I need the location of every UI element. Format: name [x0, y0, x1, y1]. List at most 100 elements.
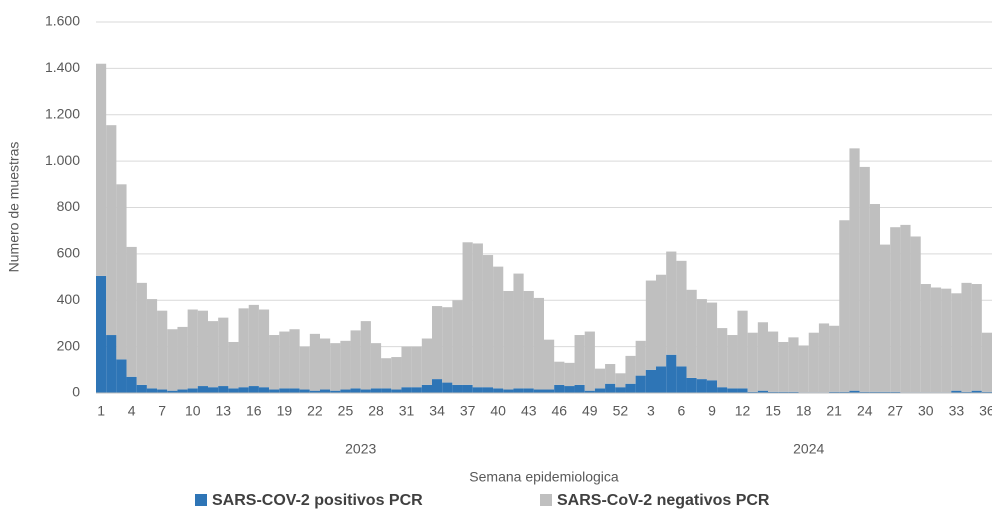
bar-segment: [635, 340, 646, 376]
y-tick-label: 1.600: [45, 13, 80, 29]
bar-segment: [482, 387, 494, 393]
bar-segment: [544, 339, 555, 390]
x-group-label: 2024: [793, 441, 824, 457]
bar-segment: [167, 390, 178, 393]
y-tick-label: 1.000: [45, 152, 80, 168]
x-tick-label: 1: [97, 403, 105, 419]
bar-segment: [157, 389, 168, 393]
bar-segment: [126, 376, 137, 393]
bar-segment: [208, 387, 219, 393]
bar-segment: [340, 340, 351, 390]
bar-segment: [533, 297, 544, 390]
bar-segment: [859, 391, 870, 393]
bar-segment: [717, 387, 728, 393]
bar-segment: [126, 246, 137, 377]
x-tick-label: 24: [857, 403, 873, 419]
bar-segment: [106, 125, 117, 336]
bar-segment: [696, 299, 707, 380]
x-tick-label: 16: [246, 403, 262, 419]
bar-segment: [574, 335, 585, 385]
x-tick-label: 19: [277, 403, 293, 419]
bar-segment: [269, 389, 280, 393]
bar-segment: [360, 321, 371, 390]
bar-segment: [737, 388, 748, 393]
bar-segment: [503, 290, 514, 390]
bar-segment: [238, 387, 249, 393]
bar-segment: [839, 220, 850, 392]
y-tick-label: 1.200: [45, 105, 80, 121]
x-tick-label: 28: [368, 403, 384, 419]
bar-segment: [564, 386, 575, 393]
bar-segment: [96, 63, 107, 276]
bar-segment: [411, 346, 422, 388]
bar-segment: [279, 331, 290, 389]
bar-segment: [136, 384, 147, 393]
bar-segment: [778, 391, 789, 393]
x-tick-label: 15: [765, 403, 781, 419]
bar-segment: [238, 308, 249, 388]
x-tick-label: 9: [708, 403, 716, 419]
bar-segment: [625, 355, 636, 384]
bar-segment: [615, 373, 626, 388]
x-group-label: 2023: [345, 441, 376, 457]
bar-segment: [717, 328, 728, 388]
bar-segment: [360, 389, 371, 393]
x-tick-label: 10: [185, 403, 201, 419]
bar-segment: [696, 379, 707, 393]
bar-segment: [951, 293, 962, 391]
bar-segment: [981, 391, 992, 393]
bar-segment: [482, 255, 494, 388]
bar-segment: [401, 346, 412, 388]
bar-segment: [839, 391, 850, 393]
bar-segment: [136, 282, 147, 385]
bar-segment: [849, 390, 860, 393]
x-tick-label: 25: [338, 403, 354, 419]
bar-segment: [258, 387, 270, 393]
bar-segment: [187, 309, 198, 389]
bar-segment: [309, 390, 320, 393]
bar-segment: [757, 390, 768, 393]
y-tick-label: 0: [72, 384, 80, 400]
bar-segment: [747, 391, 758, 393]
bar-segment: [320, 389, 331, 393]
y-tick-label: 400: [57, 291, 81, 307]
legend-text: SARS-COV-2 positivos PCR: [212, 492, 423, 509]
bar-segment: [228, 388, 239, 393]
bar-segment: [594, 388, 606, 393]
bar-segment: [289, 388, 300, 393]
bar-segment: [981, 332, 992, 392]
x-axis-title: Semana epidemiologica: [469, 469, 619, 485]
bar-segment: [370, 388, 382, 393]
bar-segment: [523, 388, 534, 393]
x-tick-label: 46: [551, 403, 567, 419]
bar-segment: [778, 341, 789, 392]
bar-segment: [421, 384, 432, 393]
x-tick-label: 12: [735, 403, 751, 419]
bar-segment: [432, 379, 443, 393]
bar-segment: [177, 389, 188, 393]
bar-segment: [116, 359, 127, 393]
bar-segment: [625, 383, 636, 393]
bar-segment: [829, 325, 840, 392]
bar-segment: [666, 251, 677, 355]
bar-segment: [513, 273, 524, 389]
bar-segment: [645, 369, 656, 393]
bar-segment: [146, 388, 158, 393]
bar-segment: [564, 362, 575, 387]
bar-segment: [615, 387, 626, 393]
x-tick-label: 33: [949, 403, 965, 419]
bar-segment: [309, 333, 320, 391]
bar-segment: [218, 386, 229, 393]
bar-segment: [320, 338, 331, 390]
x-tick-label: 22: [307, 403, 323, 419]
bar-segment: [157, 310, 168, 390]
bar-segment: [106, 335, 117, 393]
x-tick-label: 18: [796, 403, 812, 419]
bar-segment: [605, 364, 616, 384]
bar-segment: [890, 227, 901, 392]
bar-segment: [452, 300, 463, 385]
bar-segment: [706, 380, 718, 393]
bar-segment: [829, 391, 840, 393]
